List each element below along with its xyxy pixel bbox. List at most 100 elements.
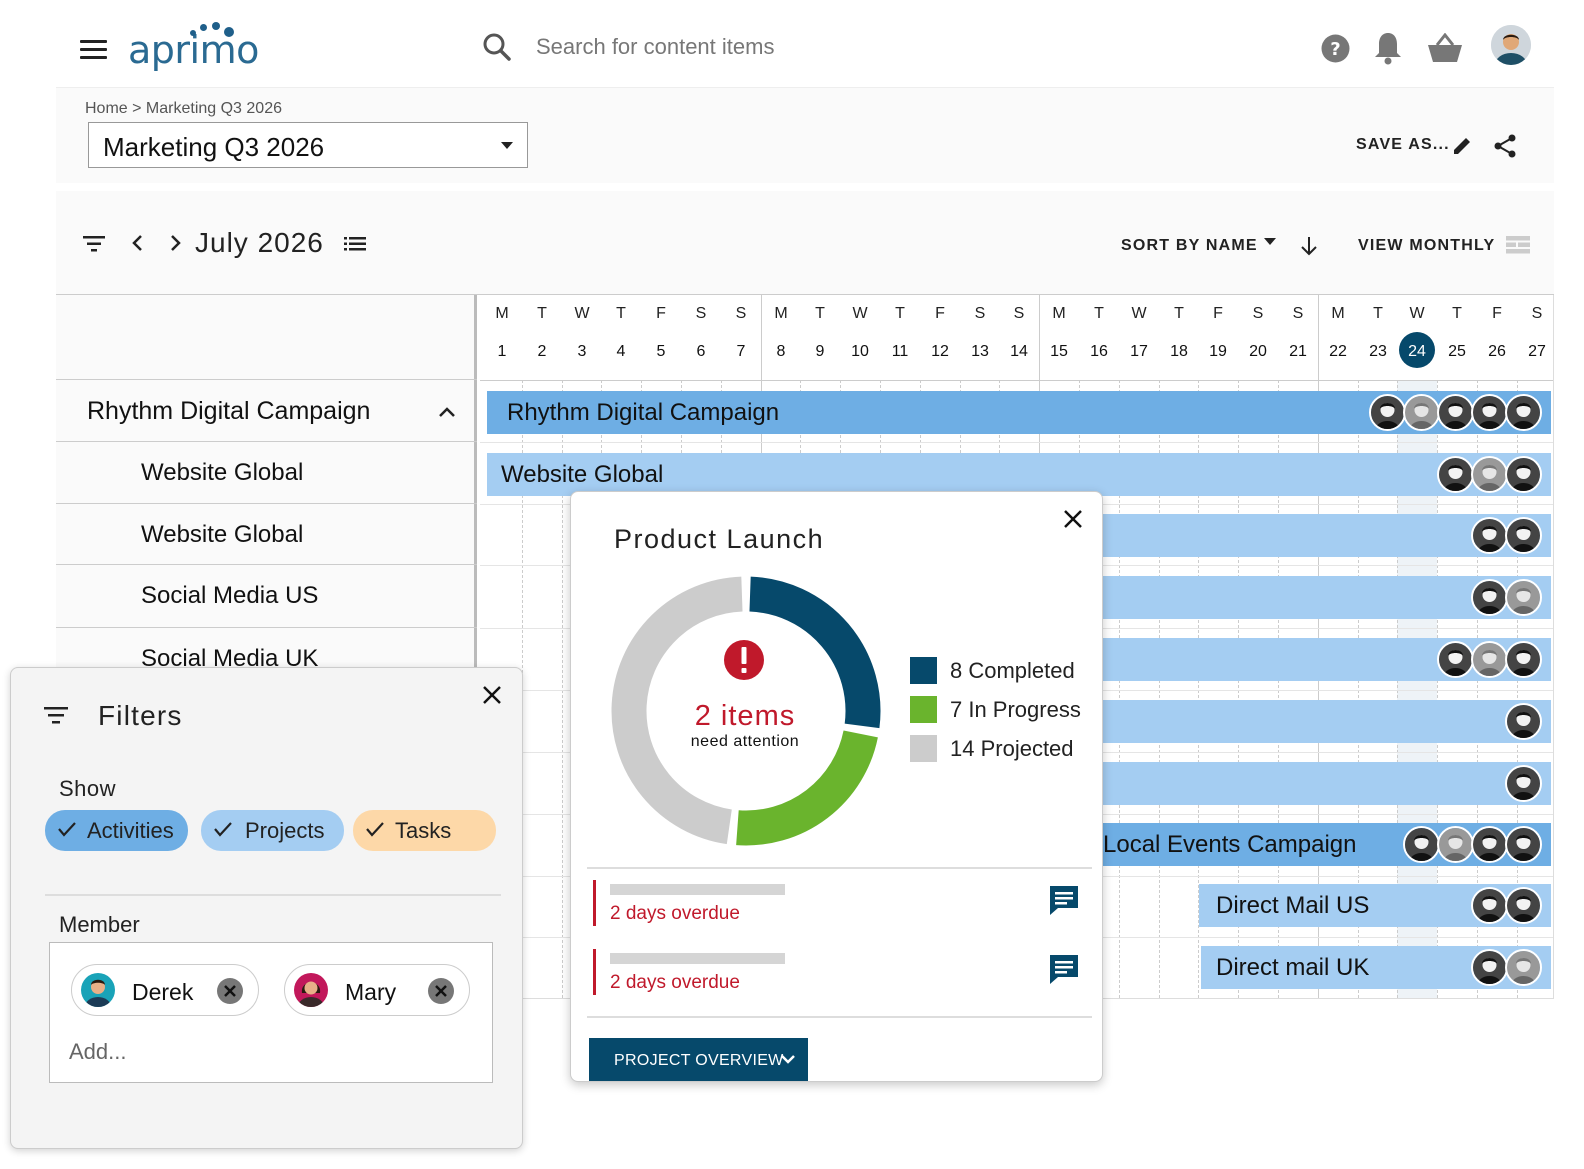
day-number[interactable]: 11 — [891, 343, 909, 360]
comment-icon[interactable] — [1048, 953, 1080, 985]
chip-projects[interactable]: Projects — [201, 810, 344, 851]
avatar[interactable] — [1471, 517, 1508, 554]
avatar[interactable] — [1505, 826, 1542, 863]
avatar[interactable] — [1437, 641, 1474, 678]
view-layout-icon[interactable] — [1506, 236, 1530, 254]
menu-icon[interactable] — [80, 40, 107, 60]
day-number[interactable]: 26 — [1488, 343, 1506, 360]
avatar[interactable] — [1437, 826, 1474, 863]
avatar[interactable] — [1505, 703, 1542, 740]
avatar[interactable] — [1471, 579, 1508, 616]
remove-member-icon[interactable] — [216, 977, 244, 1005]
avatar[interactable] — [1471, 456, 1508, 493]
day-number[interactable]: 5 — [656, 343, 666, 360]
chevron-up-icon[interactable] — [438, 406, 456, 418]
day-number[interactable]: 16 — [1090, 343, 1108, 360]
day-number[interactable]: 21 — [1289, 343, 1307, 360]
avatar[interactable] — [1471, 887, 1508, 924]
row-social-media-us[interactable]: Social Media US — [56, 565, 477, 628]
day-number[interactable]: 19 — [1209, 343, 1227, 360]
day-number[interactable]: 18 — [1170, 343, 1188, 360]
row-group-rhythm[interactable]: Rhythm Digital Campaign — [56, 380, 477, 442]
filter-icon[interactable] — [83, 236, 105, 252]
avatar[interactable] — [1471, 641, 1508, 678]
day-number[interactable]: 2 — [537, 343, 547, 360]
avatar[interactable] — [1505, 887, 1542, 924]
day-number[interactable]: 15 — [1050, 343, 1068, 360]
avatar[interactable] — [1505, 456, 1542, 493]
day-number[interactable]: 1 — [497, 343, 507, 360]
avatar[interactable] — [1471, 826, 1508, 863]
day-number[interactable]: 17 — [1130, 343, 1148, 360]
day-number[interactable]: 13 — [971, 343, 989, 360]
avatar[interactable] — [1437, 456, 1474, 493]
day-number[interactable]: 27 — [1528, 343, 1546, 360]
day-number[interactable]: 12 — [931, 343, 949, 360]
share-icon[interactable] — [1492, 133, 1518, 159]
day-number[interactable]: 20 — [1249, 343, 1267, 360]
bar-direct-mail-uk[interactable]: Direct mail UK — [1201, 946, 1551, 989]
row-website-global-2[interactable]: Website Global — [56, 504, 477, 565]
bar-rhythm-digital-campaign[interactable]: Rhythm Digital Campaign — [487, 391, 1551, 434]
day-number[interactable]: 9 — [815, 343, 825, 360]
user-avatar[interactable] — [1491, 25, 1531, 65]
avatar[interactable] — [1403, 394, 1440, 431]
avatar[interactable] — [1437, 394, 1474, 431]
day-number[interactable]: 22 — [1329, 343, 1347, 360]
day-number[interactable]: 3 — [577, 343, 587, 360]
prev-month-icon[interactable] — [130, 234, 144, 252]
next-month-icon[interactable] — [169, 234, 183, 252]
day-number[interactable]: 25 — [1448, 343, 1466, 360]
sort-by-name-button[interactable]: SORT BY NAME — [1121, 237, 1258, 254]
overdue-item[interactable]: 2 days overdue — [593, 880, 1078, 940]
search-input[interactable] — [536, 30, 936, 64]
avatar[interactable] — [1505, 579, 1542, 616]
avatar[interactable] — [1505, 949, 1542, 986]
help-icon[interactable]: ? — [1321, 34, 1350, 63]
overdue-item[interactable]: 2 days overdue — [593, 949, 1078, 1009]
avatar[interactable] — [1505, 394, 1542, 431]
comment-icon[interactable] — [1048, 884, 1080, 916]
bar-website-global-1[interactable]: Website Global — [487, 453, 1551, 496]
save-as-button[interactable]: SAVE AS... — [1356, 136, 1450, 153]
sort-caret-icon[interactable] — [1264, 238, 1276, 246]
pencil-icon[interactable] — [1451, 135, 1473, 157]
bar-local-events-campaign[interactable]: Local Events Campaign — [1100, 823, 1551, 866]
add-member-input[interactable] — [69, 1037, 369, 1067]
avatar[interactable] — [1403, 826, 1440, 863]
basket-icon[interactable] — [1427, 33, 1463, 63]
bar-activity-1[interactable] — [1100, 700, 1551, 743]
day-number[interactable]: 4 — [616, 343, 626, 360]
avatar[interactable] — [1505, 641, 1542, 678]
bar-social-media-uk[interactable] — [1100, 638, 1551, 681]
list-icon[interactable] — [344, 237, 366, 251]
member-chip-derek[interactable]: Derek — [71, 964, 259, 1016]
chip-activities[interactable]: Activities — [45, 810, 188, 851]
day-number[interactable]: 23 — [1369, 343, 1387, 360]
bar-website-global-2[interactable] — [1100, 514, 1551, 557]
row-website-global-1[interactable]: Website Global — [56, 442, 477, 504]
day-number[interactable]: 24 — [1408, 343, 1426, 360]
avatar[interactable] — [1471, 394, 1508, 431]
close-icon[interactable] — [1062, 508, 1084, 530]
project-overview-button[interactable]: PROJECT OVERVIEW — [589, 1038, 808, 1081]
breadcrumb[interactable]: Home > Marketing Q3 2026 — [85, 100, 282, 117]
avatar[interactable] — [1505, 765, 1542, 802]
project-select[interactable]: Marketing Q3 2026 — [88, 122, 528, 168]
sort-direction-icon[interactable] — [1300, 236, 1318, 256]
remove-member-icon[interactable] — [427, 977, 455, 1005]
bar-activity-2[interactable] — [1100, 762, 1551, 805]
day-number[interactable]: 6 — [696, 343, 706, 360]
bell-icon[interactable] — [1374, 31, 1402, 65]
day-number[interactable]: 14 — [1010, 343, 1028, 360]
chip-tasks[interactable]: Tasks — [353, 810, 496, 851]
search-icon[interactable] — [482, 32, 512, 62]
close-icon[interactable] — [481, 684, 503, 706]
bar-social-media-us[interactable] — [1100, 576, 1551, 619]
member-chip-mary[interactable]: Mary — [284, 964, 470, 1016]
avatar[interactable] — [1471, 949, 1508, 986]
day-number[interactable]: 7 — [736, 343, 746, 360]
avatar[interactable] — [1505, 517, 1542, 554]
day-number[interactable]: 8 — [776, 343, 786, 360]
day-number[interactable]: 10 — [851, 343, 869, 360]
